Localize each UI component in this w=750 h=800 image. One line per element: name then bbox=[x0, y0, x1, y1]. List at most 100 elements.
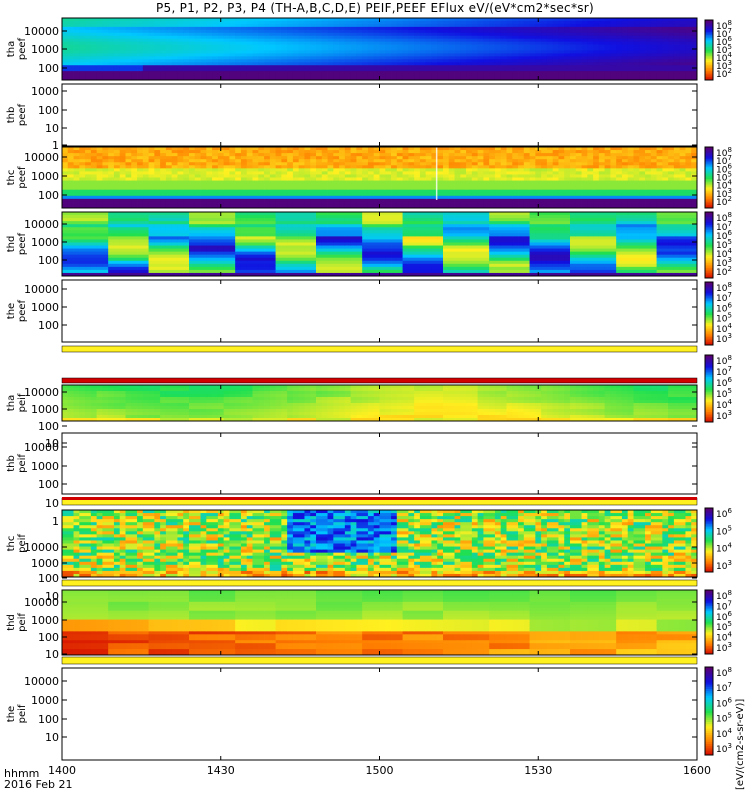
panel-product-label: peef bbox=[17, 103, 28, 126]
colorbar-tick-label: 104 bbox=[716, 51, 732, 64]
colorbar-tick-label: 105 bbox=[716, 387, 732, 400]
colorbar-tick-label: 104 bbox=[716, 322, 732, 335]
colorbar-tick-label: 108 bbox=[716, 211, 732, 224]
colorbar-tick-label: 104 bbox=[716, 631, 732, 644]
colorbar-tick-label: 103 bbox=[716, 187, 732, 200]
colorbar-tick-label: 105 bbox=[716, 171, 732, 184]
colorbar-tick-label: 103 bbox=[716, 332, 732, 345]
panel-product-label: peif bbox=[17, 704, 28, 723]
colorbar-tick-label: 103 bbox=[716, 256, 732, 269]
colorbar-tick-label: 106 bbox=[716, 696, 732, 709]
colorbar-tick-label: 104 bbox=[716, 179, 732, 192]
colorbar-tick-label: 104 bbox=[716, 247, 732, 260]
colorbar-tick-label: 108 bbox=[716, 19, 732, 32]
colorbar-tick-label: 104 bbox=[716, 398, 732, 411]
panel-thb-peif bbox=[61, 432, 698, 522]
y-tick-label: 10000 bbox=[24, 386, 59, 399]
colorbar-tick-label: 106 bbox=[716, 35, 732, 48]
colorbar-tick-label: 102 bbox=[716, 67, 732, 80]
colorbar-0 bbox=[704, 19, 714, 81]
colorbar-tick-label: 108 bbox=[716, 589, 732, 602]
colorbar-tick-label: 103 bbox=[716, 59, 732, 72]
colorbar-tick-label: 108 bbox=[716, 354, 732, 367]
y-tick-label: 10000 bbox=[24, 596, 59, 609]
colorbar-3 bbox=[704, 211, 714, 279]
colorbar-7 bbox=[704, 507, 714, 573]
colorbar-tick-label: 103 bbox=[716, 641, 732, 654]
panel-thc-peif: 106 105 104 103 bbox=[61, 507, 732, 597]
panel-probe-label: tha bbox=[6, 395, 17, 411]
panel-product-label: peef bbox=[17, 299, 28, 322]
colorbar-2 bbox=[704, 146, 714, 209]
x-tick-label: 1600 bbox=[683, 764, 711, 777]
panel-product-label: peef bbox=[17, 37, 28, 60]
date-label: 2016 Feb 21 bbox=[4, 778, 73, 791]
colorbar-tick-label: 104 bbox=[716, 542, 732, 555]
y-tick-label: 100 bbox=[38, 631, 59, 644]
y-tick-label: 10000 bbox=[24, 675, 59, 688]
panel-thb-peef bbox=[61, 83, 698, 147]
colorbar-tick-label: 108 bbox=[716, 146, 732, 159]
y-tick-label: 10000 bbox=[24, 441, 59, 454]
panel-the-peif: 108 107 106 105 104 103 bbox=[61, 666, 732, 761]
y-tick-label: 1000 bbox=[31, 85, 59, 98]
panel-probe-label: the bbox=[6, 706, 17, 722]
panel-product-label: peif bbox=[17, 534, 28, 553]
y-tick-label: 10000 bbox=[24, 25, 59, 38]
quality-bar bbox=[61, 377, 698, 384]
quality-bar bbox=[62, 497, 697, 500]
panel-probe-label: thc bbox=[6, 536, 17, 552]
colorbar-tick-label: 105 bbox=[716, 524, 732, 537]
colorbar-tick-label: 104 bbox=[716, 727, 732, 740]
colorbar-4 bbox=[704, 281, 714, 346]
panel-frame-1 bbox=[61, 83, 698, 147]
panel-frame-4 bbox=[61, 279, 698, 343]
colorbar-tick-label: 106 bbox=[716, 229, 732, 242]
panel-product-label: peif bbox=[17, 613, 28, 632]
colorbar-9 bbox=[704, 666, 714, 756]
x-tick-label: 1400 bbox=[48, 764, 76, 777]
colorbar-tick-label: 103 bbox=[716, 559, 732, 572]
panel-probe-label: thd bbox=[6, 614, 17, 631]
y-tick-label: 10000 bbox=[24, 151, 59, 164]
colorbar-8 bbox=[704, 589, 714, 655]
colorbar-tick-label: 107 bbox=[716, 154, 732, 167]
y-tick-label: 10000 bbox=[24, 218, 59, 231]
y-tick-label: 100 bbox=[38, 420, 59, 433]
colorbar-tick-label: 107 bbox=[716, 27, 732, 40]
colorbar-tick-label: 102 bbox=[716, 195, 732, 208]
panel-frame-9 bbox=[61, 667, 698, 761]
y-tick-label: 100 bbox=[38, 104, 59, 117]
colorbar-tick-label: 106 bbox=[716, 507, 732, 520]
quality-bar bbox=[61, 345, 698, 353]
colorbar-tick-label: 106 bbox=[716, 610, 732, 623]
y-tick-label: 1 bbox=[52, 515, 59, 528]
colorbar-tick-label: 107 bbox=[716, 365, 732, 378]
panel-probe-label: thb bbox=[6, 107, 17, 124]
colorbar-tick-label: 103 bbox=[716, 409, 732, 422]
time-axis-label: hhmm bbox=[4, 767, 40, 780]
colorbar-tick-label: 105 bbox=[716, 712, 732, 725]
colorbar-tick-label: 105 bbox=[716, 620, 732, 633]
colorbar-tick-label: 105 bbox=[716, 43, 732, 56]
panel-probe-label: tha bbox=[6, 41, 17, 57]
colorbar-tick-label: 108 bbox=[716, 281, 732, 294]
x-tick-label: 1430 bbox=[207, 764, 235, 777]
y-tick-label: 100 bbox=[38, 572, 59, 585]
y-tick-label: 100 bbox=[38, 189, 59, 202]
x-tick-label: 1530 bbox=[524, 764, 552, 777]
colorbar-tick-label: 102 bbox=[716, 265, 732, 278]
y-tick-label: 10000 bbox=[24, 541, 59, 554]
panel-product-label: peef bbox=[17, 232, 28, 255]
y-tick-label: 10 bbox=[45, 590, 59, 603]
panel-probe-label: thb bbox=[6, 455, 17, 472]
colorbar-units-label: [eV/(cm2-s-sr-eV)] bbox=[735, 698, 746, 790]
y-tick-label: 10 bbox=[45, 497, 59, 510]
y-tick-label: 100 bbox=[38, 713, 59, 726]
y-tick-label: 1 bbox=[52, 139, 59, 152]
